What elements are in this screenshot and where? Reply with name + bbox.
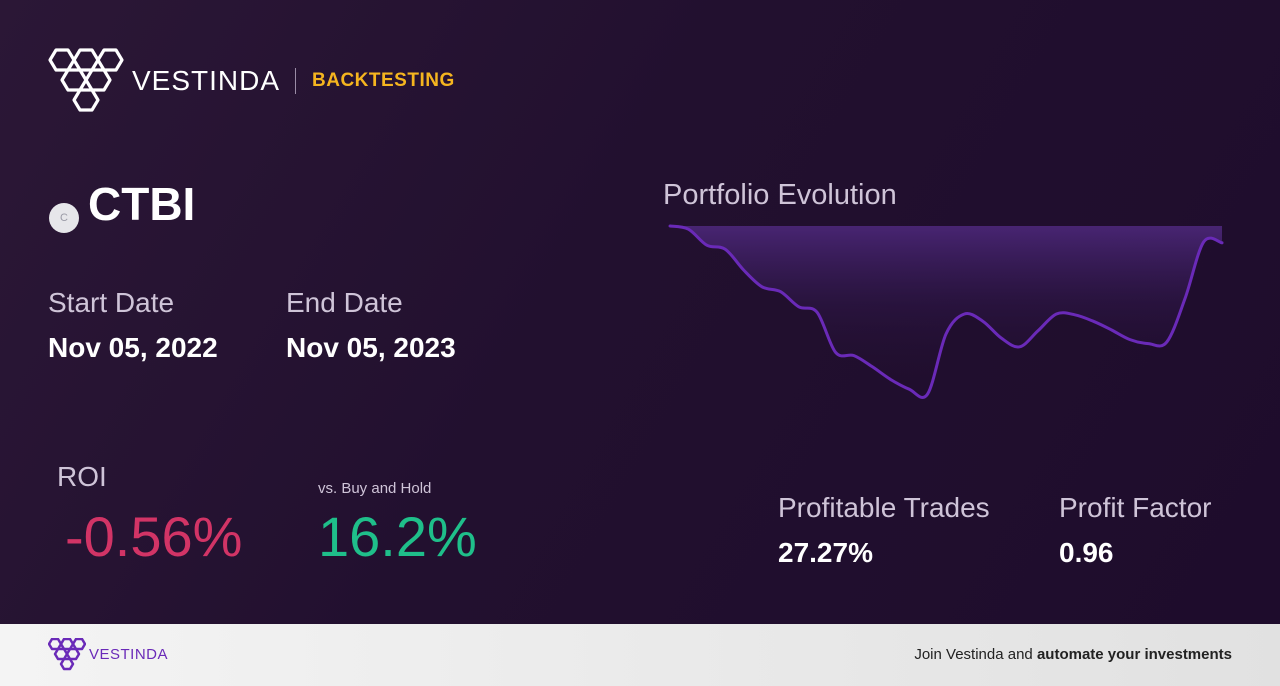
ticker-logo-icon: C	[49, 203, 79, 233]
brand-divider	[295, 68, 296, 94]
ticker-symbol: CTBI	[88, 178, 196, 230]
start-date-label: Start Date	[48, 287, 175, 318]
buy-hold-value: 16.2%	[318, 505, 477, 568]
vestinda-logo-small-icon	[48, 638, 86, 671]
chart-area-fill	[670, 226, 1222, 398]
end-date-label: End Date	[286, 287, 403, 318]
start-date-value: Nov 05, 2022	[48, 332, 218, 363]
profit-factor-value: 0.96	[1059, 537, 1114, 568]
footer-cta-bold: automate your investments	[1036, 646, 1232, 663]
profitable-trades-label: Profitable Trades	[778, 492, 990, 523]
profitable-trades-value: 27.27%	[778, 537, 873, 568]
brand-name: VESTINDA	[132, 65, 281, 96]
backtest-card: VESTINDA BACKTESTING C CTBI Start Date N…	[0, 0, 1280, 624]
footer-cta[interactable]: Join Vestinda and automate your investme…	[914, 646, 1232, 664]
footer-bar: VESTINDA Join Vestinda and automate your…	[0, 624, 1280, 686]
chart-series-line	[668, 224, 1224, 399]
chart-title: Portfolio Evolution	[663, 179, 897, 211]
vestinda-logo-icon	[48, 48, 124, 112]
footer-cta-prefix: Join Vestinda and	[914, 646, 1037, 663]
profit-factor-label: Profit Factor	[1059, 492, 1212, 523]
roi-value: -0.56%	[65, 505, 243, 568]
footer-brand-name: VESTINDA	[89, 646, 169, 663]
buy-hold-label: vs. Buy and Hold	[318, 480, 432, 497]
end-date-value: Nov 05, 2023	[286, 332, 456, 363]
portfolio-chart	[668, 224, 1224, 399]
roi-label: ROI	[57, 461, 107, 492]
section-label: BACKTESTING	[312, 70, 455, 91]
